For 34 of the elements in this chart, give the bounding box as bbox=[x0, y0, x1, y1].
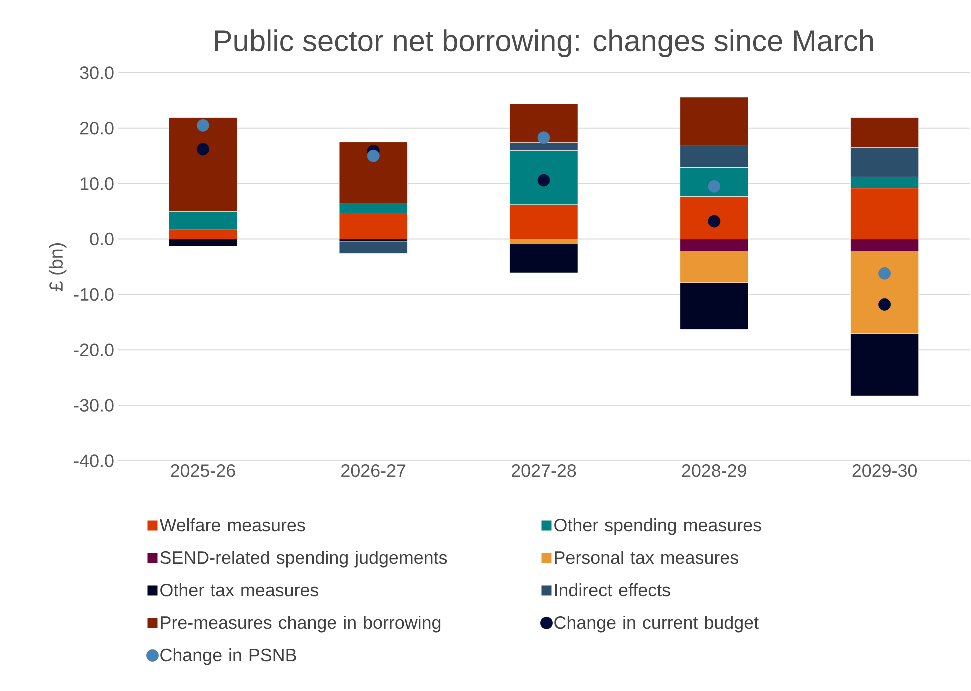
point bbox=[197, 119, 210, 132]
point bbox=[538, 132, 550, 144]
y-tick-label: -10.0 bbox=[74, 288, 114, 302]
y-axis-title: £ (bn) bbox=[49, 243, 67, 292]
x-tick-label: 2025-26 bbox=[171, 464, 236, 478]
legend-label: Other tax measures bbox=[160, 583, 319, 597]
x-tick-label: 2027-28 bbox=[512, 464, 576, 478]
y-tick-label: -30.0 bbox=[74, 399, 114, 412]
y-tick-label: -40.0 bbox=[74, 454, 114, 468]
legend-label: Welfare measures bbox=[160, 518, 306, 532]
legend-label: Other spending measures bbox=[554, 518, 762, 536]
x-tick-label: 2029-30 bbox=[852, 464, 918, 478]
point bbox=[538, 174, 550, 187]
legend-label: SEND-related spending judgements bbox=[160, 551, 448, 568]
y-tick-label: 20.0 bbox=[80, 122, 114, 135]
legend-label: Change in PSNB bbox=[160, 648, 296, 666]
legend-label: Change in current budget bbox=[554, 616, 759, 633]
y-tick-label: 30.0 bbox=[80, 66, 114, 80]
x-tick-label: 2028-29 bbox=[682, 464, 746, 478]
point bbox=[708, 180, 721, 193]
point bbox=[367, 150, 380, 162]
point bbox=[197, 143, 210, 156]
x-tick-label: 2026-27 bbox=[342, 464, 406, 478]
legend-label: Indirect effects bbox=[555, 583, 670, 597]
y-tick-label: 0.0 bbox=[90, 232, 114, 246]
y-tick-label: -20.0 bbox=[74, 344, 114, 356]
point bbox=[878, 298, 892, 311]
legend-label: Personal tax measures bbox=[555, 551, 738, 564]
bar bbox=[339, 241, 408, 254]
point bbox=[878, 267, 892, 280]
chart-title: Public sector net borrowing: changes since March bbox=[215, 30, 874, 58]
legend-label: Pre-measures change in borrowing bbox=[161, 616, 441, 633]
point bbox=[708, 215, 721, 228]
y-tick-label: 10.0 bbox=[80, 178, 114, 190]
